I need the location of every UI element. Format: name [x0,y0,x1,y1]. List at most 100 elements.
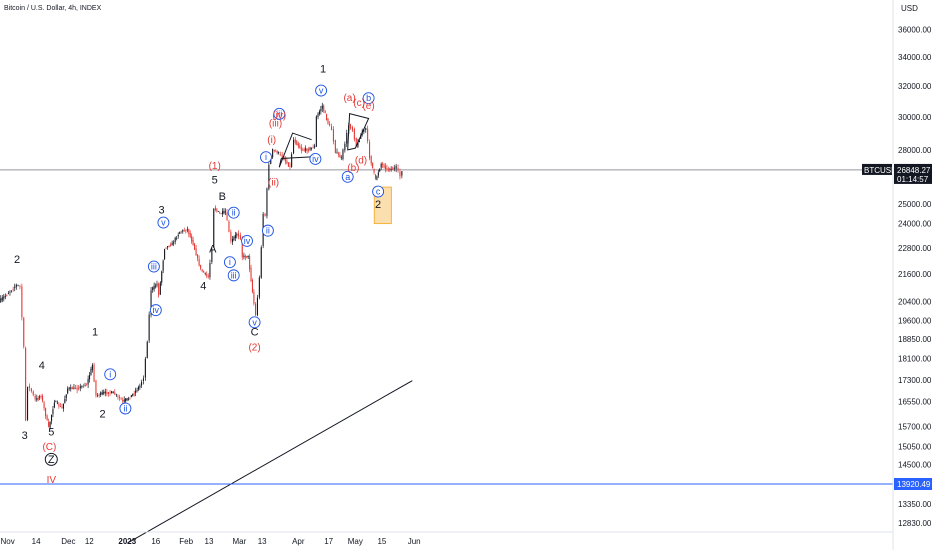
candle-body [379,168,381,172]
wave-label-red: (e) [362,101,374,112]
wave-circle [341,170,354,183]
candle-body [374,174,377,179]
candle-body [287,162,289,167]
wave-labels-layer: 2345(C)ZIV12iiiiiiiv3v4A5(1)BiiiiiiivvC(… [14,64,385,486]
wave-label-red: (C) [42,442,56,453]
candle-body [299,145,301,149]
price-tick-label: 12830.00 [898,519,932,528]
triangle-upper[interactable] [278,132,312,168]
candle-body [386,168,388,169]
candle-body [87,378,89,385]
wave-label-blue: iii [276,109,282,119]
candle-body [15,284,17,287]
candle-body [100,392,102,396]
candle-body [25,347,27,421]
wave-label-blue: i [109,369,111,379]
candle-body [148,314,150,341]
trendline-layer[interactable] [127,380,413,544]
candle-body [214,207,216,211]
candle-body [173,242,175,244]
candle-body [223,210,225,214]
wave-label: 3 [158,205,164,217]
candle-body [351,127,353,131]
price-tick-label: 18850.00 [898,335,932,344]
candle-body [126,398,128,401]
candle-body [326,114,328,120]
time-tick-label: Dec [61,537,75,546]
triangle-side[interactable] [278,158,282,168]
candle-body [76,387,78,390]
triangle-pattern[interactable] [347,113,370,151]
candle-body [95,380,97,396]
time-axis[interactable]: Nov 14 Dec 12 2023 16 Feb 13 Mar 13 Apr 17 May 15 Jun [0,531,893,546]
candle-body [377,172,379,176]
wave-circle [241,234,253,247]
candle-body [139,385,141,388]
candle-body [152,287,154,291]
price-tick-label: 21600.00 [898,270,932,279]
horizontal-level-layer[interactable] [0,169,893,485]
candle-body [279,153,281,155]
triangle-lower[interactable] [281,156,314,159]
wave-label-red: (2) [248,343,260,354]
candle-body [64,398,66,404]
wave-circle [315,84,328,97]
candle-body [21,286,23,318]
candle-body [376,176,378,180]
candle-body [217,211,219,212]
candle-body [243,255,245,258]
candle-body [329,123,331,126]
price-tick-label: 24000.00 [898,220,932,229]
wave-label-red: (b) [347,163,359,174]
candle-body [40,395,42,397]
price-tick-label: 22800.00 [898,244,932,253]
candle-body [383,164,385,168]
candle-body [170,244,172,247]
price-tick-label: 30000.00 [898,113,932,122]
time-tick-label: 12 [85,537,94,546]
candle-body [399,171,401,177]
candle-body [365,127,367,130]
candle-body [159,282,161,295]
candle-body [93,364,95,382]
wave-label-blue: i [229,257,231,267]
candle-body [65,394,67,398]
candle-body [1,297,3,301]
price-tick-label: 36000.00 [898,26,932,35]
candle-body [46,415,48,421]
wave-label-blue: v [252,317,257,327]
candle-body [192,239,194,246]
trendline[interactable] [127,380,413,544]
candle-body [168,245,170,247]
wave-label-blue: a [345,172,350,182]
price-axis[interactable]: 36000.00 34000.00 32000.00 30000.00 28000.00… [862,0,932,550]
candle-body [109,392,111,394]
wave-label: 3 [22,430,28,442]
candle-body [384,165,387,170]
candle-body [314,145,316,148]
candle-body [241,237,243,258]
candle-body [186,229,188,231]
candle-body [122,400,124,402]
candle-body [55,401,57,403]
wave-label-red: IV [47,475,57,486]
candle-body [48,422,50,427]
symbol-tag [862,163,892,175]
wave-label-blue: iii [231,270,237,280]
candle-body [306,149,308,152]
candle-body [334,139,336,153]
candle-body [103,391,105,394]
candle-body [387,168,389,170]
candle-body [373,168,375,173]
candle-body [164,249,166,260]
candle-body [136,390,138,391]
candle-body [286,160,288,164]
time-tick-label: Jun [408,537,421,546]
candle-body [291,154,293,167]
triangle-layer[interactable] [278,113,370,168]
candle-body [158,283,160,296]
candle-body [204,272,206,274]
chart-title: Bitcoin / U.S. Dollar, 4h, INDEX [4,5,102,12]
candle-body [264,213,266,216]
